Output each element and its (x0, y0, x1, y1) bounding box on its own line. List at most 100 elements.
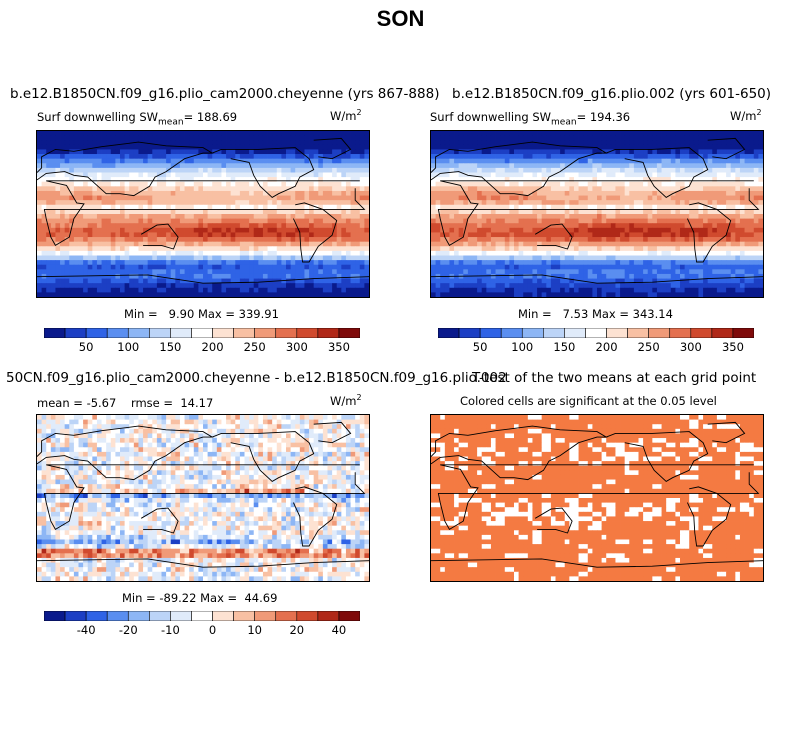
grid-cell (55, 292, 61, 297)
grid-cell (537, 278, 543, 284)
grid-cell (152, 167, 158, 173)
grid-cell (629, 223, 635, 229)
grid-cell (55, 135, 61, 141)
grid-cell (560, 241, 566, 247)
grid-cell (286, 204, 292, 210)
grid-cell (495, 190, 501, 196)
grid-cell (212, 131, 218, 137)
grid-cell (624, 255, 630, 261)
grid-cell (350, 278, 356, 284)
grid-cell (295, 172, 301, 178)
grid-cell (299, 172, 305, 178)
grid-cell (458, 214, 464, 220)
grid-cell (514, 232, 520, 238)
grid-cell (262, 181, 268, 187)
grid-cell (110, 223, 116, 229)
grid-cell (290, 154, 296, 160)
grid-cell (322, 250, 328, 256)
grid-cell (463, 181, 469, 187)
grid-cell (322, 214, 328, 220)
grid-cell (299, 158, 305, 164)
grid-cell (226, 287, 232, 293)
grid-cell (64, 237, 70, 243)
grid-cell (336, 209, 342, 215)
grid-cell (267, 140, 273, 146)
grid-cell (670, 204, 676, 210)
grid-cell (101, 154, 107, 160)
grid-cell (37, 269, 43, 275)
grid-cell (454, 144, 460, 150)
grid-cell (309, 278, 315, 284)
grid-cell (477, 218, 483, 224)
grid-cell (299, 227, 305, 233)
grid-cell (110, 177, 116, 183)
grid-cell (179, 237, 185, 243)
grid-cell (55, 269, 61, 275)
grid-cell (560, 255, 566, 261)
grid-cell (230, 204, 236, 210)
grid-cell (295, 223, 301, 229)
grid-cell (597, 186, 603, 192)
grid-cell (467, 167, 473, 173)
grid-cell (87, 218, 93, 224)
grid-cell (523, 186, 529, 192)
grid-cell (546, 214, 552, 220)
grid-cell (550, 200, 556, 206)
grid-cell (309, 269, 315, 275)
grid-cell (495, 177, 501, 183)
grid-cell (500, 195, 506, 201)
grid-cell (359, 255, 365, 261)
grid-cell (110, 232, 116, 238)
grid-cell (345, 246, 351, 252)
grid-cell (620, 181, 626, 187)
grid-cell (592, 237, 598, 243)
grid-cell (463, 232, 469, 238)
grid-cell (143, 283, 149, 289)
grid-cell (693, 172, 699, 178)
grid-cell (50, 232, 56, 238)
grid-cell (345, 181, 351, 187)
grid-cell (652, 186, 658, 192)
grid-cell (244, 135, 250, 141)
grid-cell (198, 190, 204, 196)
grid-cell (179, 181, 185, 187)
grid-cell (37, 237, 43, 243)
grid-cell (336, 273, 342, 279)
grid-cell (684, 204, 690, 210)
grid-cell (309, 172, 315, 178)
grid-cell (69, 204, 75, 210)
grid-cell (555, 204, 561, 210)
grid-cell (226, 140, 232, 146)
grid-cell (244, 232, 250, 238)
grid-cell (486, 214, 492, 220)
grid-cell (106, 227, 112, 233)
grid-cell (147, 287, 153, 293)
grid-cell (64, 158, 70, 164)
grid-cell (69, 140, 75, 146)
grid-cell (115, 200, 121, 206)
grid-cell (304, 177, 310, 183)
grid-cell (569, 269, 575, 275)
grid-cell (486, 167, 492, 173)
grid-cell (189, 163, 195, 169)
grid-cell (50, 214, 56, 220)
grid-cell (481, 144, 487, 150)
grid-cell (359, 264, 365, 270)
grid-cell (355, 167, 361, 173)
grid-cell (698, 269, 704, 275)
grid-cell (203, 177, 209, 183)
grid-cell (739, 158, 745, 164)
grid-cell (601, 186, 607, 192)
grid-cell (601, 232, 607, 238)
grid-cell (647, 195, 653, 201)
grid-cell (458, 237, 464, 243)
grid-cell (313, 181, 319, 187)
grid-cell (495, 186, 501, 192)
grid-cell (110, 214, 116, 220)
grid-cell (629, 163, 635, 169)
grid-cell (541, 190, 547, 196)
grid-cell (83, 209, 89, 215)
grid-cell (477, 237, 483, 243)
grid-cell (106, 278, 112, 284)
grid-cell (514, 260, 520, 266)
